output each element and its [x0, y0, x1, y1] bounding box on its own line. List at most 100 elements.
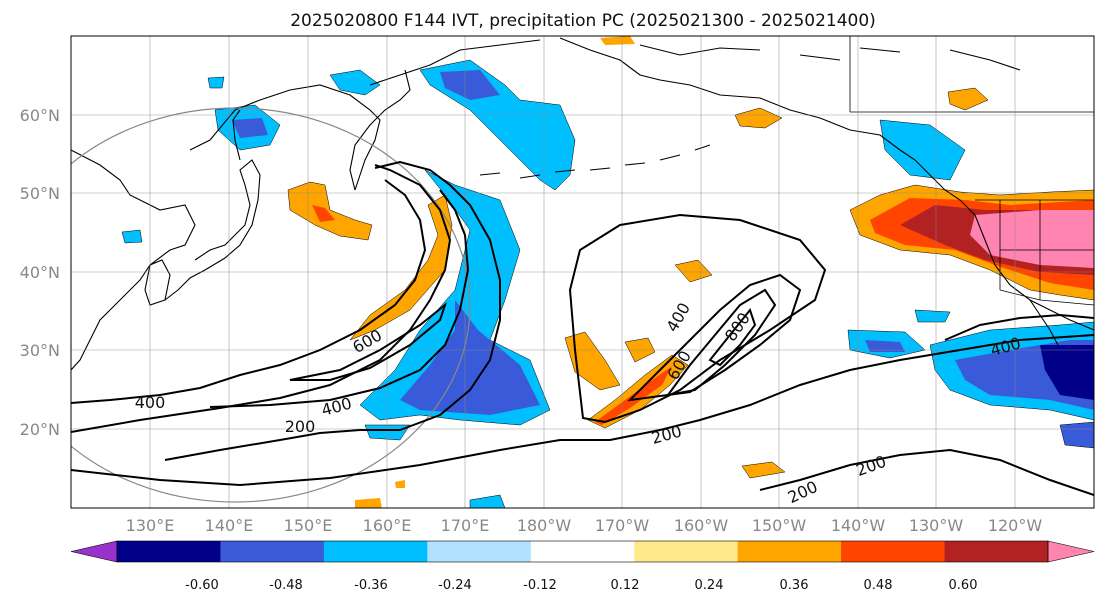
colorbar-swatch: [634, 541, 739, 562]
map-frame: [70, 35, 1095, 509]
precip-region: [355, 498, 382, 508]
ivt-contour-800: [708, 307, 757, 367]
colorbar-tick-label: 0.12: [611, 578, 640, 593]
colorbar: -0.60 -0.48 -0.36 -0.24 -0.12 0.12 0.24 …: [70, 540, 1095, 593]
colorbar-tick-label: -0.24: [438, 578, 472, 593]
precip-region: [741, 461, 786, 479]
lat-label: 40°N: [20, 263, 60, 282]
precip-region: [564, 331, 621, 391]
precip-negative-regions: [121, 59, 1094, 508]
coastline-chukotka: [369, 39, 541, 86]
lat-label: 60°N: [20, 106, 60, 125]
colorbar-swatches: [70, 540, 1095, 563]
colorbar-tick-label: 0.36: [780, 578, 809, 593]
coastline-arctic: [639, 44, 1021, 71]
border-us-mexico: [999, 289, 1094, 306]
precip-region: [312, 205, 335, 222]
lon-label: 180°W: [517, 516, 572, 535]
lon-label: 170°W: [595, 516, 650, 535]
lon-label: 150°W: [752, 516, 807, 535]
colorbar-tick-label: -0.12: [523, 578, 557, 593]
precip-region: [287, 181, 373, 241]
lon-label: 130°W: [909, 516, 964, 535]
graticule: [71, 36, 1094, 508]
longitude-labels: 130°E 140°E 150°E 160°E 170°E 180°W 170°…: [126, 516, 1043, 535]
lon-label: 140°W: [831, 516, 886, 535]
colorbar-tick-label: -0.36: [354, 578, 388, 593]
colorbar-tick-label: 0.60: [949, 578, 978, 593]
coastline-aleutians: [479, 144, 711, 179]
coastlines: [71, 37, 1094, 371]
colorbar-tick-label: -0.48: [269, 578, 303, 593]
coastline-kamchatka: [349, 69, 411, 191]
colorbar-frame: [116, 540, 1049, 563]
coastline-japan: [164, 159, 261, 301]
precip-region: [914, 309, 951, 323]
colorbar-swatch: [737, 541, 842, 562]
ivt-contour-400: [627, 273, 802, 402]
precip-region: [970, 210, 1094, 268]
figure-title: 2025020800 F144 IVT, precipitation PC (2…: [290, 11, 876, 31]
precip-region: [400, 300, 540, 415]
precip-region: [947, 87, 989, 111]
lon-label: 160°E: [363, 516, 412, 535]
coastline-asia: [71, 149, 196, 371]
ivt-contour-400: [209, 189, 470, 408]
lon-label: 140°E: [205, 516, 254, 535]
colorbar-swatch: [220, 541, 325, 562]
precip-region: [600, 36, 635, 45]
precip-region: [232, 118, 268, 138]
colorbar-swatch: [944, 541, 1049, 562]
precip-region: [865, 340, 905, 352]
lat-label: 20°N: [20, 420, 60, 439]
precip-region: [674, 259, 713, 283]
reference-circle: [71, 107, 471, 503]
lon-label: 150°E: [284, 516, 333, 535]
precip-region: [440, 70, 500, 100]
colorbar-extend-low: [70, 540, 118, 563]
lat-label: 30°N: [20, 341, 60, 360]
colorbar-swatch: [530, 541, 635, 562]
precip-region: [395, 480, 405, 488]
contour-label: 400: [135, 393, 166, 412]
colorbar-tick-label: -0.60: [185, 578, 219, 593]
precip-region: [121, 229, 143, 244]
colorbar-swatch: [841, 541, 946, 562]
colorbar-tick-label: 0.48: [864, 578, 893, 593]
precip-positive-regions: [287, 36, 1094, 508]
ivt-contour-600: [665, 288, 777, 397]
precip-region: [207, 76, 225, 89]
lon-label: 170°E: [441, 516, 490, 535]
ivt-contour-200: [568, 213, 827, 424]
ivt-contour-400: [71, 179, 427, 404]
coastline-okhotsk: [189, 84, 381, 191]
lon-label: 160°W: [674, 516, 729, 535]
ivt-contour-200: [71, 334, 1094, 487]
colorbar-tick-label: 0.24: [695, 578, 724, 593]
latitude-labels: 60°N 50°N 40°N 30°N 20°N: [20, 106, 60, 439]
ivt-contour-400: [944, 313, 1094, 341]
colorbar-tick-labels: -0.60 -0.48 -0.36 -0.24 -0.12 0.12 0.24 …: [185, 578, 977, 593]
ivt-contour-600: [289, 302, 448, 381]
colorbar-swatch: [117, 541, 221, 562]
lat-label: 50°N: [20, 184, 60, 203]
precip-region: [1040, 345, 1094, 400]
contour-label: 200: [285, 417, 316, 436]
borders: [849, 36, 1094, 306]
lon-label: 120°W: [988, 516, 1043, 535]
precip-region: [734, 107, 783, 129]
ivt-contour-200: [759, 448, 1094, 496]
precip-region: [469, 494, 506, 508]
precip-region: [1059, 421, 1094, 449]
colorbar-swatch: [427, 541, 532, 562]
precip-region: [879, 119, 966, 181]
border-states: [999, 200, 1094, 300]
lon-label: 130°E: [126, 516, 175, 535]
coastline-alaska: [559, 37, 1094, 331]
precip-region: [329, 69, 381, 96]
colorbar-swatch: [323, 541, 428, 562]
colorbar-extend-high: [1047, 540, 1095, 563]
precip-region: [349, 194, 453, 341]
map-panel: 400 600 400 200 400 600 800 200 200 200 …: [70, 35, 1095, 509]
